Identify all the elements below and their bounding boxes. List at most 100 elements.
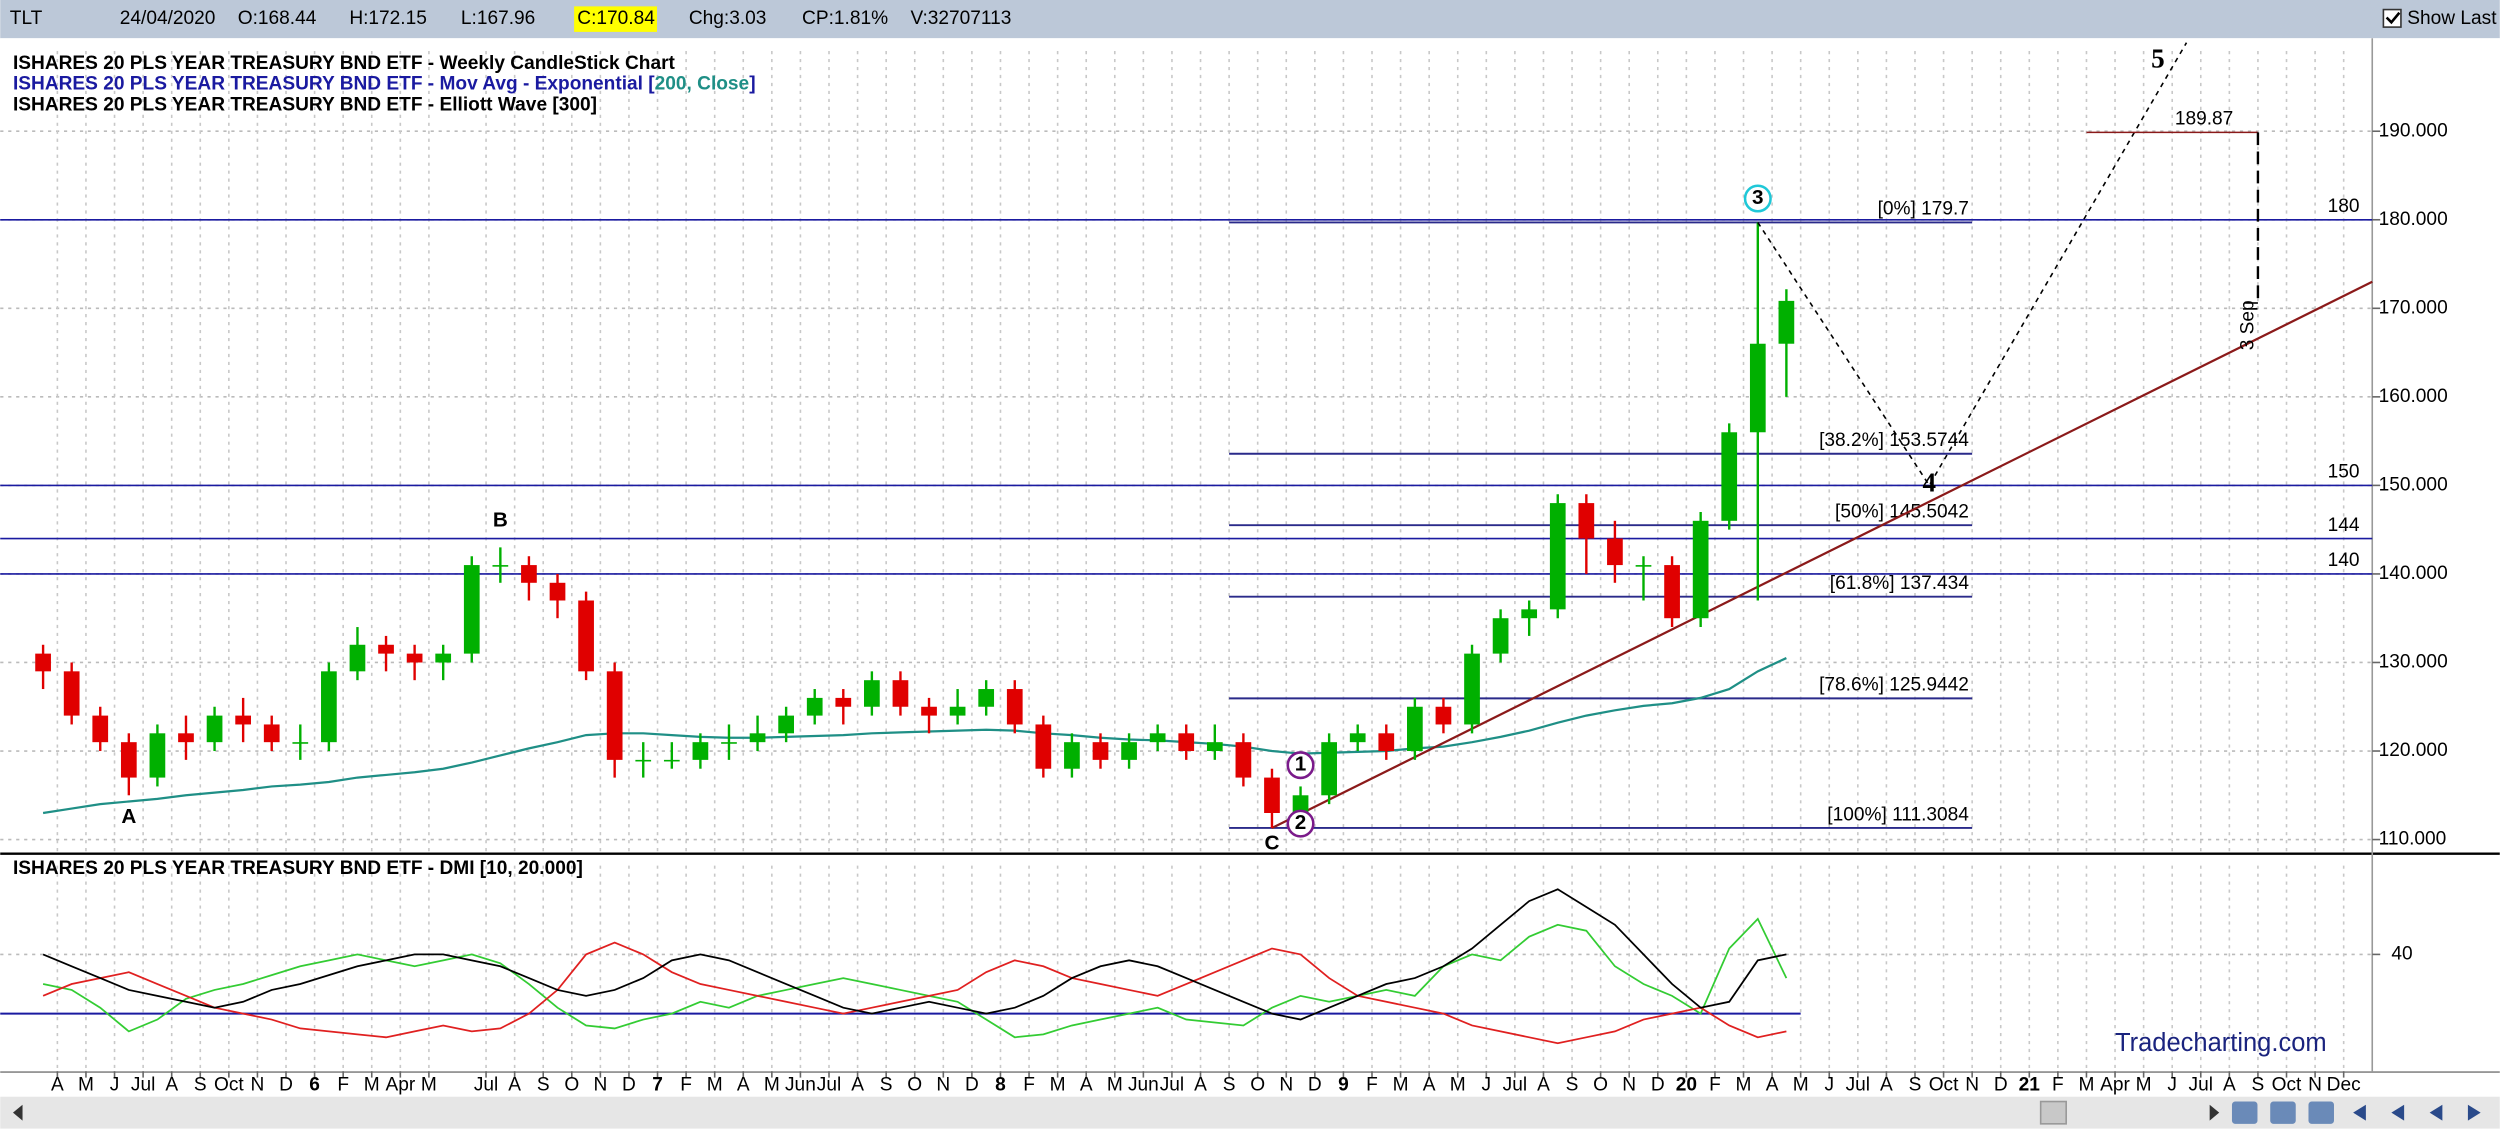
candle-body <box>892 680 909 707</box>
x-tick-label: N <box>593 1075 607 1096</box>
y-tick-label: 120.000 <box>2379 740 2448 761</box>
fib-label: [100%] 111.3084 <box>1827 804 1969 825</box>
y-tick-label: 110.000 <box>2379 829 2447 850</box>
checkmark <box>2385 11 2401 25</box>
x-tick-label: J <box>1482 1075 1492 1096</box>
candle-body <box>321 671 337 743</box>
show-last-checkbox[interactable] <box>2382 8 2402 28</box>
x-tick-label: 8 <box>995 1075 1006 1096</box>
x-tick-label: A <box>1080 1075 1093 1096</box>
candle-body <box>806 697 823 716</box>
candle-body <box>635 759 652 762</box>
y-tick-label: 180.000 <box>2379 209 2448 230</box>
candle-body <box>435 653 452 663</box>
candle-body <box>263 724 280 743</box>
candle-body <box>1635 565 1652 567</box>
candle-body <box>1464 653 1480 725</box>
overlay-legend: ISHARES 20 PLS YEAR TREASURY BND ETF - M… <box>13 74 756 95</box>
scroll-right[interactable] <box>2209 1104 2220 1121</box>
x-tick-label: Oct <box>2272 1075 2302 1096</box>
scrollbar[interactable] <box>0 1096 2500 1129</box>
y-tick-label: 160.000 <box>2379 386 2448 407</box>
change-percent: CP:1.81% <box>802 8 888 29</box>
x-tick-label: D <box>1651 1075 1665 1096</box>
y-tick-label: 170.000 <box>2379 297 2448 318</box>
x-tick-label: N <box>936 1075 950 1096</box>
zoom-in-button[interactable] <box>2231 1101 2258 1124</box>
x-tick-label: N <box>1279 1075 1293 1096</box>
candle-body <box>378 644 394 654</box>
x-tick-label: A <box>1766 1075 1779 1096</box>
series-line <box>42 657 1787 815</box>
show-last-label[interactable]: Show Last <box>2407 8 2497 29</box>
watermark: Tradecharting.com <box>2115 1029 2327 1057</box>
x-tick-label: Jun <box>1128 1075 1159 1096</box>
wave-legend: ISHARES 20 PLS YEAR TREASURY BND ETF - E… <box>13 94 597 115</box>
x-tick-label: D <box>1308 1075 1322 1096</box>
x-tick-label: S <box>537 1075 550 1096</box>
candle-body <box>1492 618 1509 654</box>
plot-background <box>0 38 2500 1072</box>
candle-body <box>978 689 995 707</box>
fib-label: [0%] 179.7 <box>1878 199 1969 220</box>
x-tick-label: M <box>707 1075 723 1096</box>
plot: 180 150 144 140 [0%] 179.7 [38.2%] 153.5744 [5… <box>0 42 2373 1045</box>
candle-body <box>1292 795 1309 814</box>
candle-body <box>1149 733 1166 743</box>
x-tick-label: M <box>1736 1075 1752 1096</box>
candle-body <box>35 653 51 672</box>
candle-body <box>749 733 766 743</box>
x-tick-label: Jun <box>785 1075 816 1096</box>
close-value: C:170.84 <box>577 8 655 29</box>
candle-body <box>606 671 623 760</box>
x-tick-label: D <box>965 1075 979 1096</box>
wave-label: 5 <box>2151 43 2165 73</box>
x-tick-label: Apr <box>385 1075 415 1096</box>
x-tick-label: A <box>851 1075 864 1096</box>
candle-body <box>1349 733 1366 743</box>
target-label: 189.87 <box>2175 109 2233 130</box>
open-value: O:168.44 <box>238 8 317 29</box>
x-tick-label: 21 <box>2019 1075 2041 1096</box>
x-tick-label: Oct <box>1929 1075 1959 1096</box>
high-value: H:172.15 <box>349 8 427 29</box>
candle-body <box>921 706 937 716</box>
x-tick-label: Jul <box>474 1075 498 1096</box>
candle-body <box>1321 742 1337 796</box>
candle-body <box>235 715 252 725</box>
x-tick-label: N <box>1622 1075 1636 1096</box>
next-button[interactable] <box>2467 1104 2481 1121</box>
candle-body <box>1778 300 1795 344</box>
candle-body <box>1549 503 1566 610</box>
x-tick-label: 20 <box>1676 1075 1697 1096</box>
candle-body <box>864 680 880 707</box>
candle-body <box>949 706 966 716</box>
x-tick-label: J <box>1824 1075 1834 1096</box>
candle-body <box>692 742 709 760</box>
scroll-left[interactable] <box>12 1104 23 1121</box>
x-tick-label: M <box>421 1075 437 1096</box>
x-tick-label: M <box>78 1075 94 1096</box>
prev-button[interactable] <box>2429 1104 2443 1121</box>
zoom-reset-button[interactable] <box>2308 1101 2334 1124</box>
x-tick-label: Jul <box>1503 1075 1527 1096</box>
trendline <box>1271 280 2373 830</box>
candle-body <box>406 653 423 663</box>
candle-body <box>663 759 680 762</box>
back-button[interactable] <box>2391 1104 2405 1121</box>
back-far-button[interactable] <box>2353 1104 2366 1121</box>
x-tick-label: A <box>2223 1075 2236 1096</box>
zoom-out-button[interactable] <box>2270 1101 2296 1124</box>
close-highlight <box>574 6 657 32</box>
wave-label: 2 <box>1295 811 1307 834</box>
y-tick-label: 150.000 <box>2379 474 2448 495</box>
candle-body <box>521 565 537 583</box>
x-tick-label: J <box>2167 1075 2177 1096</box>
x-tick-label: 9 <box>1338 1075 1349 1096</box>
x-tick-label: A <box>1880 1075 1893 1096</box>
change-value: Chg:3.03 <box>689 8 767 29</box>
x-tick-label: 7 <box>652 1075 663 1096</box>
legend-part: ISHARES 20 PLS YEAR TREASURY BND ETF - M… <box>13 74 655 95</box>
scroll-thumb[interactable] <box>2039 1100 2067 1125</box>
